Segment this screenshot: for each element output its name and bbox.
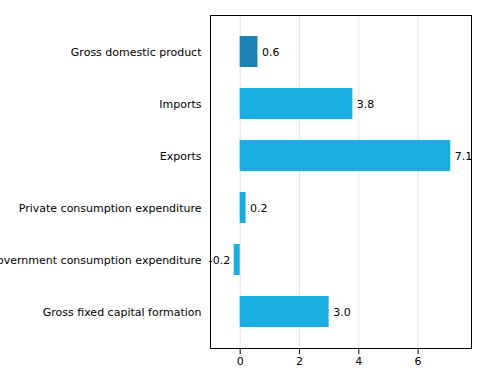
svg-text:Gross fixed capital formation: Gross fixed capital formation bbox=[43, 306, 202, 319]
svg-text:Imports: Imports bbox=[159, 98, 202, 111]
svg-text:4: 4 bbox=[355, 355, 362, 368]
svg-text:7.1: 7.1 bbox=[455, 150, 473, 163]
svg-text:6: 6 bbox=[415, 355, 422, 368]
svg-text:Private consumption expenditur: Private consumption expenditure bbox=[19, 202, 202, 215]
svg-text:0.6: 0.6 bbox=[262, 46, 280, 59]
svg-text:2: 2 bbox=[296, 355, 303, 368]
svg-text:Exports: Exports bbox=[160, 150, 202, 163]
svg-text:3.0: 3.0 bbox=[333, 306, 351, 319]
svg-text:3.8: 3.8 bbox=[357, 98, 375, 111]
svg-text:0.2: 0.2 bbox=[250, 202, 268, 215]
svg-text:Gross domestic product: Gross domestic product bbox=[71, 46, 202, 59]
svg-text:Government consumption expendi: Government consumption expenditure bbox=[0, 254, 202, 267]
svg-text:-0.2: -0.2 bbox=[209, 254, 230, 267]
svg-text:0: 0 bbox=[237, 355, 244, 368]
